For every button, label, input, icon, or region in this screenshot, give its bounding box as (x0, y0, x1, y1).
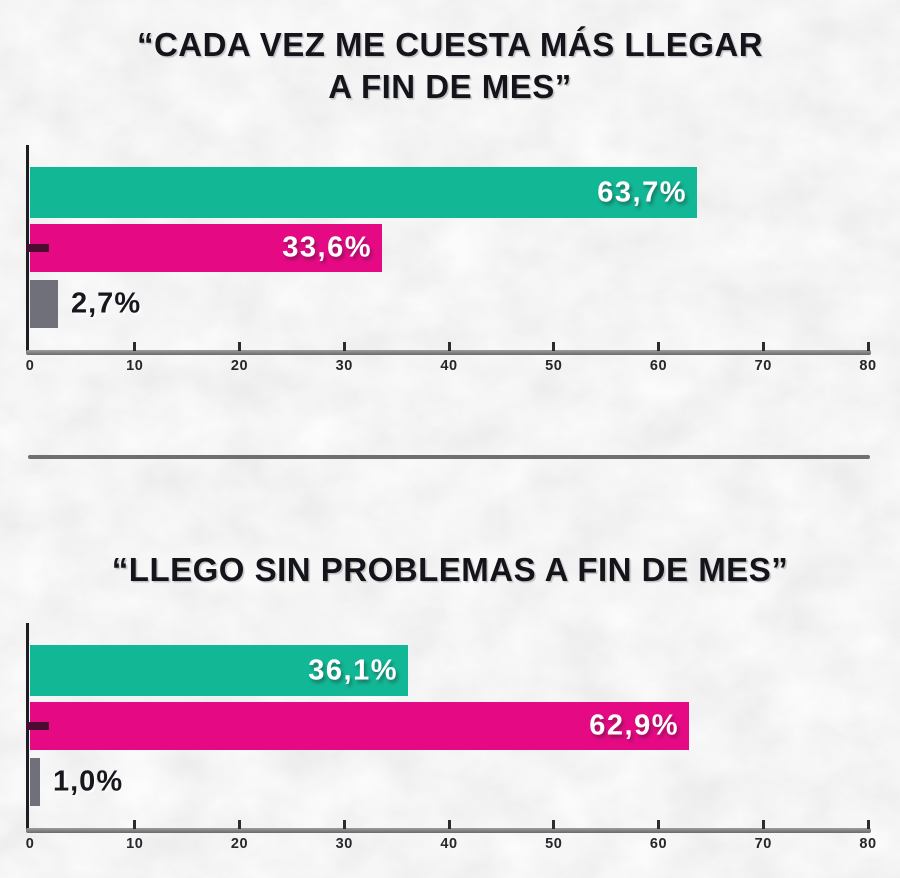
x-axis-tick-20 (238, 342, 241, 351)
x-axis-tick-label-10: 10 (126, 358, 144, 374)
x-axis-tick-70 (761, 342, 765, 351)
category-tick-mark (26, 722, 49, 730)
chart-2-title-line-1: “LLEGO SIN PROBLEMAS A FIN DE MES” (111, 551, 789, 588)
chart-1-x-axis-line (26, 350, 871, 355)
x-axis-tick-80 (866, 820, 870, 829)
bar-value-label-teal: 36,1% (308, 654, 398, 686)
chart-1-plot-area: 63,7% 33,6% 2,7% 0 10 20 30 40 50 60 70 80 (26, 145, 878, 377)
x-axis-tick-60 (657, 820, 660, 829)
x-axis-tick-label-20: 20 (230, 358, 249, 374)
chart-1-title: “CADA VEZ ME CUESTA MÁS LLEGAR A FIN DE … (0, 24, 900, 108)
category-tick-mark (26, 244, 49, 252)
x-axis-tick-40 (447, 342, 451, 351)
x-axis-tick-label-70: 70 (754, 836, 772, 852)
bar-value-label-teal: 63,7% (597, 176, 687, 208)
x-axis-tick-label-80: 80 (859, 836, 877, 852)
bar-gray (30, 280, 58, 328)
chart-2-plot-area: 36,1% 62,9% 1,0% 0 10 20 30 40 50 60 70 80 (26, 623, 878, 855)
x-axis-tick-50 (552, 342, 556, 351)
x-axis-tick-50 (552, 820, 556, 829)
x-axis-tick-label-60: 60 (649, 358, 668, 374)
bar-magenta: 62,9% (30, 702, 689, 750)
bar-gray (30, 758, 40, 806)
bar-value-label-gray: 2,7% (71, 287, 142, 320)
chart-2-x-axis-line (26, 828, 871, 833)
x-axis-tick-10 (133, 820, 137, 829)
x-axis-tick-20 (238, 820, 241, 829)
x-axis-tick-30 (342, 820, 346, 829)
bar-value-label-magenta: 62,9% (589, 709, 679, 742)
bar-value-label-magenta: 33,6% (282, 231, 372, 264)
x-axis-tick-60 (657, 342, 660, 351)
chart-1-title-line-1: “CADA VEZ ME CUESTA MÁS LLEGAR (136, 26, 764, 63)
x-axis-tick-label-40: 40 (440, 358, 458, 374)
chart-2-title: “LLEGO SIN PROBLEMAS A FIN DE MES” (0, 549, 900, 591)
x-axis-tick-40 (447, 820, 451, 829)
bar-magenta: 33,6% (30, 224, 382, 272)
x-axis-tick-label-50: 50 (545, 836, 563, 852)
x-axis-tick-label-60: 60 (649, 836, 668, 852)
x-axis-tick-label-80: 80 (859, 358, 877, 374)
bar-teal: 63,7% (30, 167, 697, 218)
x-axis-tick-label-30: 30 (335, 836, 353, 852)
x-axis-tick-label-30: 30 (335, 358, 353, 374)
x-axis-tick-30 (342, 342, 346, 351)
chart-1-title-line-2: A FIN DE MES” (328, 68, 572, 105)
x-axis-tick-label-0: 0 (25, 836, 35, 852)
x-axis-tick-label-40: 40 (440, 836, 458, 852)
x-axis-tick-10 (133, 342, 137, 351)
x-axis-tick-label-50: 50 (545, 358, 563, 374)
x-axis-tick-label-10: 10 (126, 836, 144, 852)
bar-value-label-gray: 1,0% (53, 765, 124, 798)
x-axis-tick-label-20: 20 (230, 836, 249, 852)
section-divider-line (28, 455, 870, 459)
x-axis-tick-80 (866, 342, 870, 351)
x-axis-tick-70 (761, 820, 765, 829)
x-axis-tick-label-0: 0 (25, 358, 35, 374)
x-axis-tick-label-70: 70 (754, 358, 772, 374)
bar-teal: 36,1% (30, 645, 408, 696)
